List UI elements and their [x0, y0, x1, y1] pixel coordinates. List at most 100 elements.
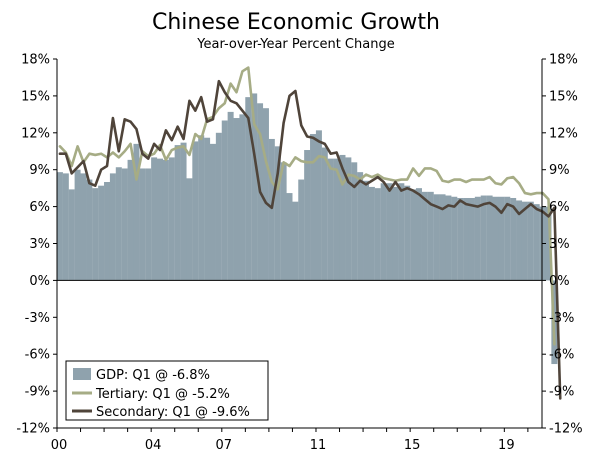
ticks: 18% 18% 15% 15% 12% 12% 9% 9% 6% 6% 3% 3% 0% 0% -3% -3%… — [16, 53, 582, 454]
gdp-bar — [198, 135, 205, 281]
y-tick-label-right: 12% — [549, 126, 578, 141]
gdp-bar — [186, 178, 193, 281]
gdp-bar — [457, 197, 464, 281]
gdp-bar — [68, 189, 75, 281]
gdp-bar — [368, 186, 375, 281]
gdp-bar — [180, 142, 187, 281]
legend: GDP: Q1 @ -6.8% Tertiary: Q1 @ -5.2% Secon… — [65, 360, 269, 421]
gdp-bar — [80, 173, 87, 281]
gdp-bar — [227, 111, 234, 281]
y-tick-label-left: 6% — [29, 200, 50, 215]
gdp-bar — [333, 158, 340, 281]
y-tick-label-left: 0% — [29, 274, 50, 289]
gdp-bar — [380, 183, 387, 281]
y-tick-label-right: -12% — [549, 422, 583, 437]
gdp-bar — [527, 201, 534, 281]
y-tick-label-right: -3% — [549, 311, 574, 326]
y-tick-label-left: -6% — [25, 348, 50, 363]
gdp-bar — [56, 172, 63, 281]
gdp-bar — [192, 141, 199, 281]
y-tick-label-left: -9% — [25, 385, 50, 400]
chart-title: Chinese Economic Growth — [152, 10, 440, 35]
y-tick-label-right: 18% — [549, 53, 578, 68]
gdp-bar — [104, 182, 111, 281]
gdp-bar — [374, 188, 381, 281]
legend-label: GDP: Q1 @ -6.8% — [96, 368, 210, 383]
series-lines — [58, 66, 562, 400]
gdp-bar — [504, 196, 511, 281]
chart-subtitle: Year-over-Year Percent Change — [196, 37, 394, 52]
gdp-bar — [474, 196, 481, 281]
gdp-bar — [392, 186, 399, 281]
y-tick-label-left: 18% — [21, 53, 50, 68]
gdp-bar — [339, 154, 346, 281]
gdp-bar — [386, 183, 393, 281]
gdp-bar — [468, 197, 475, 281]
gdp-bar — [86, 179, 93, 281]
gdp-bar — [421, 191, 428, 281]
gdp-bar — [274, 146, 281, 281]
gdp-bar — [292, 201, 299, 281]
gdp-bar — [139, 168, 146, 281]
gdp-bar — [345, 157, 352, 281]
gdp-bar — [157, 158, 163, 281]
gdp-bar — [545, 206, 552, 281]
y-tick-label-right: 0% — [549, 274, 570, 289]
secondary-line — [58, 79, 562, 400]
gdp-bar — [357, 172, 364, 281]
legend-swatch-gdp — [73, 368, 91, 380]
gdp-bar — [516, 200, 523, 281]
gdp-bar — [427, 191, 434, 281]
gdp-bar — [245, 97, 252, 281]
gdp-bar — [451, 196, 458, 281]
gdp-bar — [286, 193, 293, 281]
y-tick-label-right: 15% — [549, 89, 578, 104]
gdp-bar — [251, 93, 258, 281]
gdp-bar — [121, 168, 128, 281]
gdp-bar — [404, 185, 411, 281]
gdp-bars — [56, 93, 558, 365]
legend-label: Secondary: Q1 @ -9.6% — [96, 405, 250, 420]
gdp-bar — [162, 159, 169, 281]
y-tick-label-right: -9% — [549, 385, 574, 400]
gdp-bar — [321, 147, 328, 281]
gdp-bar — [262, 108, 269, 281]
gdp-bar — [533, 204, 540, 281]
gdp-bar — [268, 138, 275, 281]
gdp-bar — [510, 197, 517, 281]
gdp-bar — [109, 173, 116, 281]
gdp-bar — [145, 168, 152, 281]
gdp-bar — [521, 201, 528, 281]
gdp-bar — [127, 159, 134, 281]
y-tick-label-left: 9% — [29, 163, 50, 178]
gdp-bar — [433, 194, 440, 281]
y-tick-label-left: -3% — [25, 311, 50, 326]
gdp-bar — [315, 130, 322, 281]
gdp-bar — [98, 185, 105, 281]
legend-label: Tertiary: Q1 @ -5.2% — [95, 387, 230, 402]
x-tick-label: 19 — [498, 438, 515, 453]
gdp-bar — [151, 157, 158, 281]
gdp-bar — [351, 162, 358, 281]
gdp-bar — [492, 196, 499, 281]
y-tick-label-right: -6% — [549, 348, 574, 363]
gdp-bar — [304, 150, 311, 281]
gdp-bar — [445, 195, 452, 281]
y-tick-label-right: 3% — [549, 237, 570, 252]
gdp-bar — [215, 132, 222, 281]
gdp-bar — [327, 158, 334, 281]
gdp-bar — [280, 162, 287, 281]
y-tick-label-right: 9% — [549, 163, 570, 178]
y-tick-label-left: 12% — [21, 126, 50, 141]
gdp-bar — [463, 197, 470, 281]
x-tick-label: 00 — [51, 438, 68, 453]
legend-box — [65, 360, 269, 421]
gdp-bar — [239, 114, 246, 281]
y-tick-label-left: 3% — [29, 237, 50, 252]
y-tick-label-left: -12% — [16, 422, 50, 437]
gdp-bar — [363, 180, 370, 281]
gdp-bar — [398, 183, 405, 281]
gdp-bar — [233, 118, 240, 281]
gdp-bar — [133, 143, 140, 281]
